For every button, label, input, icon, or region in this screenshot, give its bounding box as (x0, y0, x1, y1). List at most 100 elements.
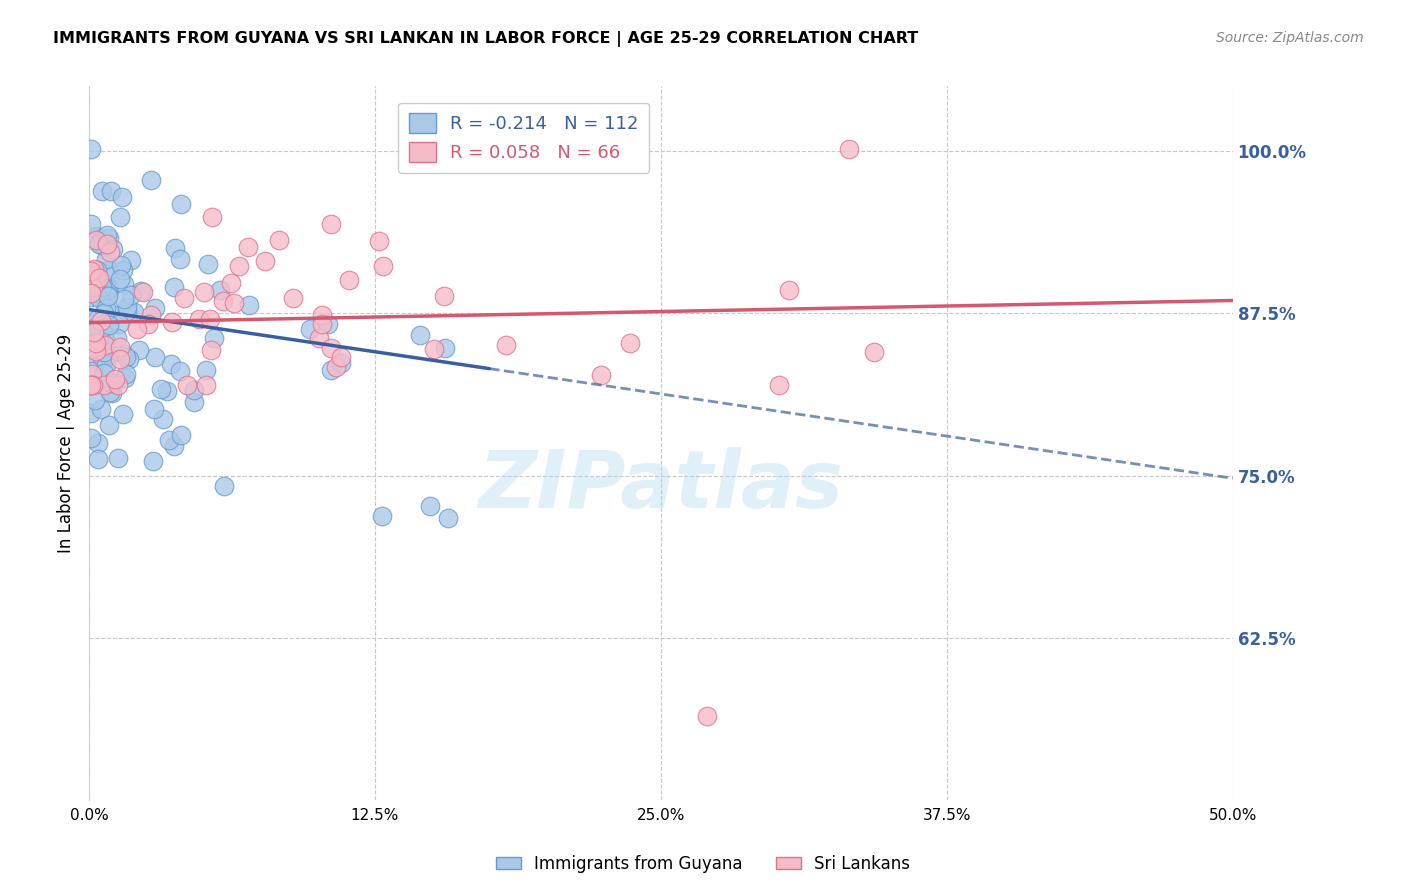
Point (87, 451, 110, 466)
Point (84, 341, 107, 355)
Point (107, 377, 129, 392)
Point (176, 377, 198, 392)
Point (330, 350, 353, 364)
Point (228, 259, 250, 273)
Point (84, 269, 107, 284)
Point (96, 236, 118, 251)
Point (98, 385, 121, 400)
Point (120, 287, 142, 301)
Point (80, 290, 103, 304)
Point (96, 228, 118, 243)
Point (139, 309, 162, 323)
Point (118, 351, 141, 366)
Point (84, 268, 107, 283)
Point (89, 291, 111, 305)
Point (195, 377, 218, 392)
Point (96, 287, 118, 301)
Point (90, 314, 112, 328)
Point (778, 283, 800, 297)
Point (125, 321, 148, 335)
Point (84, 336, 107, 351)
Point (150, 382, 173, 396)
Point (94, 359, 117, 373)
Point (224, 296, 246, 310)
Point (94, 338, 117, 352)
Point (160, 358, 183, 372)
Point (89, 235, 111, 250)
Point (318, 317, 340, 331)
Point (236, 240, 259, 254)
Point (93, 326, 115, 341)
Point (433, 289, 456, 303)
Point (115, 304, 138, 318)
Point (434, 341, 457, 355)
Point (170, 427, 193, 442)
Point (155, 384, 177, 398)
Point (129, 284, 152, 298)
Point (82, 280, 104, 294)
Point (94, 301, 117, 315)
Point (619, 335, 641, 350)
Point (82, 377, 104, 392)
Point (201, 211, 224, 225)
Point (173, 291, 195, 305)
Point (128, 343, 150, 358)
Point (142, 454, 165, 468)
Point (170, 197, 193, 211)
Point (436, 511, 458, 525)
Point (194, 363, 217, 377)
Point (212, 479, 235, 493)
Point (325, 359, 347, 374)
Point (97, 280, 120, 294)
Point (91, 184, 114, 198)
Point (311, 317, 333, 331)
Text: IMMIGRANTS FROM GUYANA VS SRI LANKAN IN LABOR FORCE | AGE 25-29 CORRELATION CHAR: IMMIGRANTS FROM GUYANA VS SRI LANKAN IN … (53, 31, 918, 47)
Point (107, 450, 129, 465)
Point (80, 286, 103, 301)
Point (86, 263, 108, 277)
Point (423, 342, 446, 356)
Point (80, 278, 103, 293)
Point (115, 300, 138, 314)
Point (188, 311, 211, 326)
Text: ZIPatlas: ZIPatlas (478, 447, 844, 525)
Point (120, 252, 142, 267)
Point (143, 350, 166, 364)
Point (193, 285, 215, 299)
Point (183, 384, 205, 398)
Point (94, 267, 117, 281)
Legend: Immigrants from Guyana, Sri Lankans: Immigrants from Guyana, Sri Lankans (489, 848, 917, 880)
Point (86, 270, 108, 285)
Point (80, 142, 103, 156)
Point (83, 392, 105, 407)
Point (80, 335, 103, 350)
Point (100, 184, 122, 198)
Point (80, 377, 103, 392)
Point (97, 349, 120, 363)
Point (165, 241, 187, 255)
Point (163, 280, 186, 294)
Point (84, 229, 107, 244)
Point (202, 331, 225, 345)
Point (169, 363, 191, 377)
Point (281, 291, 304, 305)
Point (105, 331, 128, 345)
Point (82, 364, 104, 378)
Point (87, 271, 110, 285)
Point (157, 433, 180, 447)
Point (200, 343, 222, 357)
Point (80, 368, 103, 382)
Point (838, 142, 860, 156)
Point (163, 439, 186, 453)
Point (319, 217, 342, 231)
Point (87, 436, 110, 450)
Point (198, 312, 221, 326)
Point (83, 261, 105, 276)
Point (152, 412, 174, 426)
Point (330, 355, 353, 369)
Point (108, 317, 131, 331)
Point (80, 322, 103, 336)
Point (93, 344, 115, 359)
Point (97, 288, 120, 302)
Point (110, 210, 132, 224)
